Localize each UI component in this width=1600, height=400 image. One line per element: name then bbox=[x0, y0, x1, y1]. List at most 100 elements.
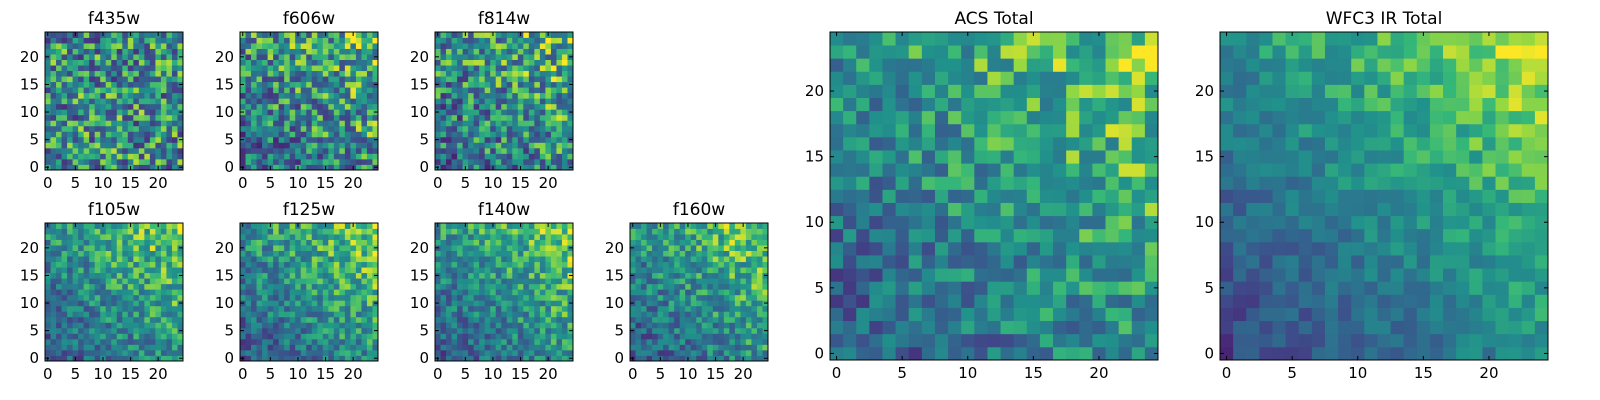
heatmap-cell bbox=[333, 311, 340, 318]
heatmap-cells bbox=[435, 223, 574, 362]
heatmap-cell bbox=[144, 289, 151, 296]
heatmap-cell bbox=[641, 256, 647, 263]
heatmap-cell bbox=[333, 32, 340, 38]
heatmap-cell bbox=[111, 120, 118, 127]
heatmap-cell bbox=[361, 70, 368, 77]
heatmap-cell bbox=[473, 65, 480, 72]
heatmap-cell bbox=[506, 76, 513, 83]
heatmap-cell bbox=[83, 59, 90, 66]
heatmap-cell bbox=[273, 43, 280, 49]
heatmap-cell bbox=[528, 256, 535, 263]
heatmap-cell bbox=[495, 256, 502, 263]
heatmap-cell bbox=[479, 43, 486, 49]
heatmap-cell bbox=[333, 103, 340, 110]
heatmap-cell bbox=[674, 327, 681, 334]
heatmap-cell bbox=[545, 316, 552, 323]
heatmap-cell bbox=[501, 289, 508, 296]
heatmap-cell bbox=[701, 349, 708, 356]
heatmap-cell bbox=[289, 147, 296, 154]
heatmap-cell bbox=[267, 349, 274, 356]
heatmap-cell bbox=[105, 131, 112, 138]
heatmap-cell bbox=[72, 136, 79, 143]
heatmap-cell bbox=[317, 344, 324, 351]
heatmap-cell bbox=[155, 114, 162, 121]
heatmap-cell bbox=[479, 65, 486, 72]
heatmap-cell bbox=[83, 32, 90, 38]
heatmap-cell bbox=[468, 311, 475, 318]
heatmap-cell bbox=[366, 81, 373, 88]
heatmap-cell bbox=[1144, 215, 1159, 230]
y-tick-label: 20 bbox=[215, 239, 234, 257]
heatmap-cell bbox=[707, 267, 714, 274]
heatmap-cell bbox=[528, 32, 535, 38]
heatmap-cell bbox=[138, 305, 145, 312]
heatmap-cell bbox=[361, 338, 368, 345]
heatmap-cell bbox=[350, 158, 357, 165]
heatmap-cell bbox=[517, 54, 524, 60]
heatmap-cell bbox=[556, 164, 563, 171]
heatmap-cell bbox=[561, 261, 568, 268]
heatmap-cell bbox=[561, 125, 568, 132]
heatmap-cell bbox=[278, 158, 285, 165]
heatmap-cell bbox=[495, 48, 502, 55]
heatmap-cell bbox=[94, 164, 101, 171]
heatmap-cell bbox=[267, 87, 274, 94]
heatmap-cell bbox=[155, 70, 162, 77]
heatmap-cell bbox=[311, 48, 318, 55]
heatmap-cell bbox=[89, 338, 96, 345]
heatmap-cell bbox=[262, 87, 268, 94]
heatmap-cell bbox=[256, 250, 263, 257]
heatmap-cell bbox=[160, 87, 167, 94]
heatmap-cell bbox=[468, 338, 475, 345]
heatmap-cell bbox=[495, 267, 502, 274]
x-tick-label: 0 bbox=[238, 174, 248, 192]
heatmap-cell bbox=[372, 76, 379, 83]
heatmap-cell bbox=[539, 261, 546, 268]
heatmap-cell bbox=[177, 322, 184, 329]
heatmap-cell bbox=[561, 267, 568, 274]
heatmap-cell bbox=[328, 316, 335, 323]
heatmap-cell bbox=[245, 43, 252, 49]
heatmap-cell bbox=[1026, 241, 1041, 256]
heatmap-cell bbox=[149, 223, 156, 229]
heatmap-cell bbox=[155, 125, 162, 132]
heatmap-cell bbox=[723, 349, 730, 356]
heatmap-cell bbox=[122, 164, 129, 171]
heatmap-cell bbox=[882, 255, 896, 269]
heatmap-cell bbox=[133, 338, 140, 345]
heatmap-cell bbox=[284, 338, 291, 345]
heatmap-cell bbox=[160, 305, 167, 312]
heatmap-cell bbox=[333, 48, 340, 55]
heatmap-cell bbox=[830, 333, 844, 348]
heatmap-cell bbox=[556, 283, 563, 290]
heatmap-cell bbox=[149, 349, 156, 356]
heatmap-cell bbox=[495, 147, 502, 154]
heatmap-cell bbox=[457, 131, 463, 138]
heatmap-cell bbox=[473, 239, 480, 246]
heatmap-cell bbox=[133, 125, 140, 132]
heatmap-cell bbox=[856, 346, 870, 361]
heatmap-cell bbox=[133, 239, 140, 246]
heatmap-cell bbox=[539, 114, 546, 121]
heatmap-cell bbox=[155, 245, 162, 251]
heatmap-cell bbox=[745, 311, 752, 318]
heatmap-cell bbox=[100, 294, 107, 301]
heatmap-cell bbox=[366, 87, 373, 94]
heatmap-cell bbox=[751, 327, 758, 334]
heatmap-cell bbox=[122, 158, 129, 165]
heatmap-cell bbox=[262, 59, 268, 66]
heatmap-cell bbox=[177, 92, 184, 99]
heatmap-cell bbox=[317, 305, 324, 312]
heatmap-cell bbox=[528, 245, 535, 251]
heatmap-cell bbox=[61, 234, 68, 240]
heatmap-cell bbox=[440, 256, 447, 263]
heatmap-cell bbox=[751, 239, 758, 246]
heatmap-cell bbox=[668, 316, 675, 323]
heatmap-cell bbox=[762, 294, 769, 301]
heatmap-cell bbox=[278, 344, 285, 351]
heatmap-cell bbox=[350, 344, 357, 351]
heatmap-cell bbox=[479, 81, 486, 88]
heatmap-cell bbox=[495, 98, 502, 105]
heatmap-cell bbox=[289, 333, 296, 340]
heatmap-cell bbox=[567, 239, 574, 246]
